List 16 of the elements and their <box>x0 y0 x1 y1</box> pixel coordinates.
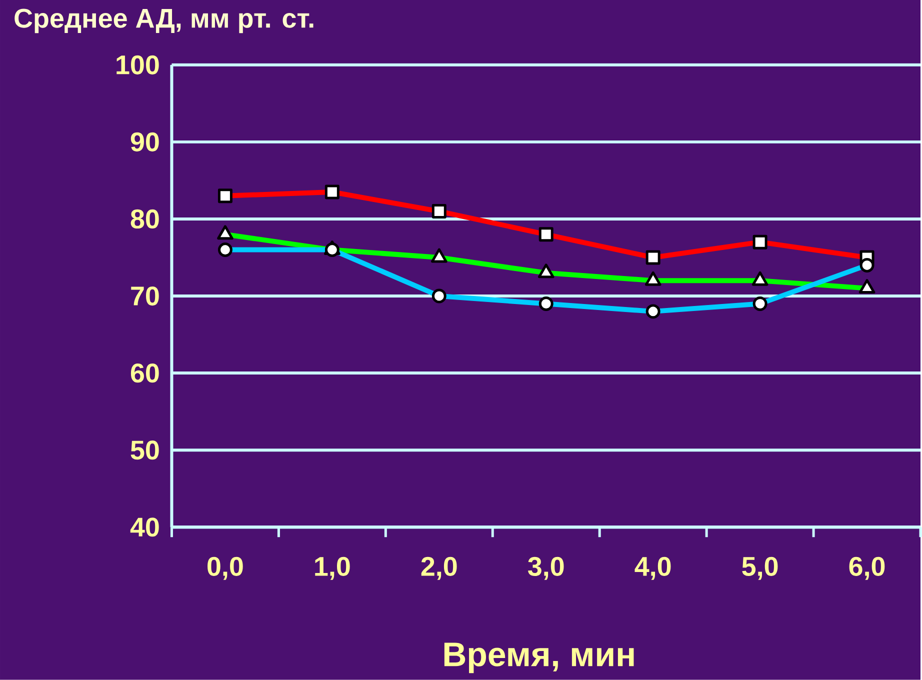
y-tick-label: 70 <box>131 286 159 306</box>
x-tick-label: 6,0 <box>849 556 885 580</box>
x-tick-label: 2,0 <box>421 556 457 580</box>
x-tick-label: 0,0 <box>208 556 243 580</box>
x-axis-title: Время, мин <box>444 642 634 674</box>
y-tick-label: 40 <box>130 518 159 537</box>
x-tick-label: 1,0 <box>315 556 350 580</box>
x-tick-label: 4,0 <box>634 556 671 580</box>
y-tick-label: 80 <box>130 209 159 229</box>
x-tick-label: 5,0 <box>742 556 778 580</box>
y-tick-label: 90 <box>130 132 159 152</box>
y-tick-label: 100 <box>116 55 159 74</box>
y-tick-label: 60 <box>130 364 159 383</box>
y-tick-label: 50 <box>130 440 159 460</box>
y-axis-title: Среднее АД, мм рт. ст. <box>14 8 314 34</box>
x-tick-label: 3,0 <box>528 556 564 580</box>
